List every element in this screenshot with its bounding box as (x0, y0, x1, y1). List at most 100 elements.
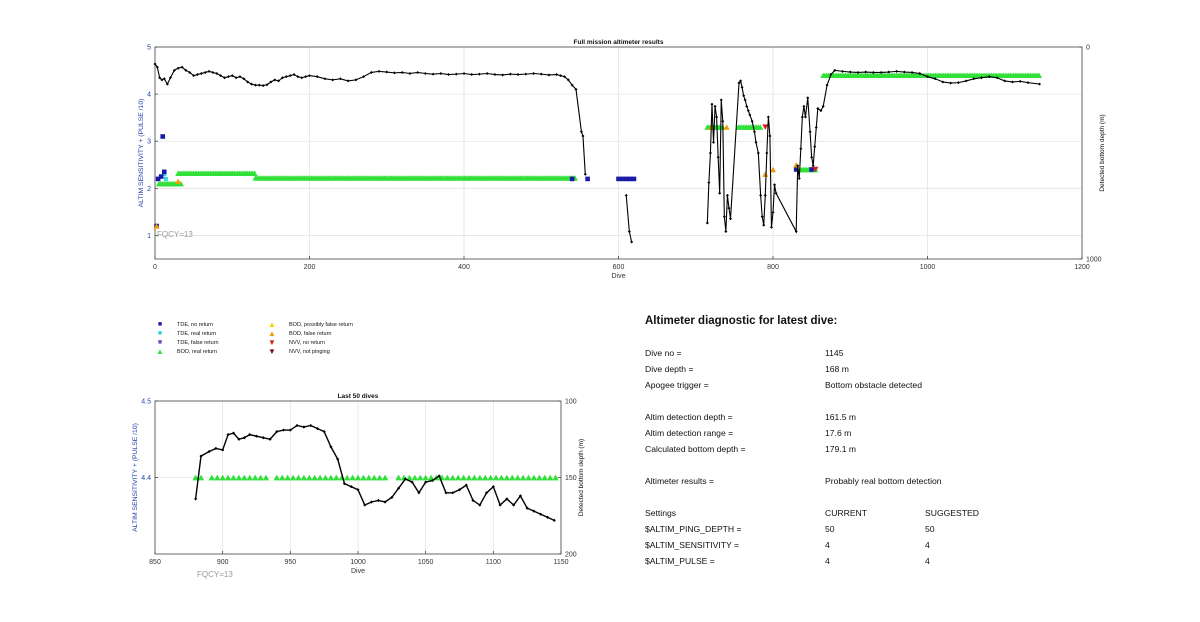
depth-point (199, 454, 203, 458)
marker-bod-real-return (476, 474, 484, 481)
marker-nvv-no-return (762, 124, 769, 130)
depth-point (729, 217, 733, 221)
depth-point (257, 83, 261, 87)
diag-label: Altim detection range = (645, 428, 734, 438)
depth-point (397, 486, 401, 490)
marker-bod-real-return (192, 474, 199, 481)
marker-bod-real-return (251, 170, 258, 176)
fqcy-annotation: FQCY=13 (157, 230, 193, 239)
legend-label: NVV, no return (289, 340, 325, 346)
legend-label: TDE, real return (177, 331, 217, 337)
diag-label: Apogee trigger = (645, 380, 709, 390)
square-marker-icon: ■ (157, 339, 163, 346)
depth-point (508, 72, 512, 76)
y2-tick-label: 100 (565, 399, 577, 406)
legend-label: BOD, real return (177, 349, 218, 355)
marker-bod-real-return (546, 474, 554, 481)
x-tick-label: 200 (304, 264, 316, 271)
depth-point (724, 229, 728, 233)
depth-point (231, 431, 236, 435)
depth-point (195, 73, 199, 77)
depth-point (771, 210, 775, 214)
depth-point (848, 70, 852, 74)
marker-tde-no-return (793, 167, 799, 172)
depth-point (715, 115, 719, 119)
depth-point (253, 83, 257, 87)
depth-point (1003, 79, 1007, 83)
diag-value: 168 m (825, 364, 849, 374)
depth-point (1038, 82, 1042, 86)
depth-point (400, 70, 404, 74)
last-50-dives-chart: 850 900 950 1000 1050 1100 1150 4.4 4.5 100 150 200… (132, 393, 585, 579)
depth-point (980, 76, 984, 80)
depth-point (336, 457, 340, 461)
depth-point (322, 430, 326, 434)
depth-point (719, 98, 723, 102)
depth-point (281, 428, 286, 432)
depth-point (302, 425, 306, 429)
depth-point (470, 73, 474, 77)
marker-bod-real-return (224, 474, 232, 481)
depth-point (304, 75, 308, 79)
marker-tde-no-return (623, 176, 629, 182)
x-tick-label: 1000 (920, 264, 936, 271)
depth-point (199, 72, 203, 75)
depth-point (524, 72, 528, 76)
depth-point (856, 70, 860, 74)
depth-point (215, 72, 219, 75)
depth-point (750, 119, 754, 123)
marker-bod-real-return (376, 474, 383, 481)
depth-point (424, 480, 428, 484)
marker-bod-real-return (422, 474, 429, 481)
depth-point (740, 85, 744, 89)
depth-point (816, 106, 820, 110)
diag-value: 161.5 m (825, 412, 857, 422)
marker-bod-real-return (316, 474, 324, 481)
depth-point (926, 75, 929, 79)
marker-bod-false-return (770, 166, 776, 173)
legend-label: NVV, not pinging (289, 349, 330, 355)
x-tick-label: 900 (217, 559, 229, 566)
marker-bod-real-return (454, 474, 462, 481)
marker-bod-real-return (360, 474, 367, 481)
depth-point (705, 221, 709, 225)
marker-bod-real-return (481, 474, 489, 481)
x-tick-label: 1000 (350, 559, 366, 566)
marker-bod-real-return (241, 474, 248, 481)
depth-point (296, 75, 300, 79)
depth-point (766, 115, 770, 119)
depth-point (254, 434, 259, 438)
depth-point (172, 68, 176, 72)
depth-point (430, 478, 435, 483)
marker-bod-false-return (175, 178, 182, 184)
depth-point (829, 73, 833, 77)
depth-point (250, 82, 254, 86)
depth-line (154, 63, 586, 175)
setting-label: $ALTIM_SENSITIVITY = (645, 540, 740, 550)
triangle-down-marker-icon: ▼ (268, 347, 276, 356)
depth-point (383, 500, 387, 504)
x-tick-label: 1200 (1074, 264, 1090, 271)
marker-bod-real-return (219, 474, 226, 481)
marker-bod-real-return (541, 474, 549, 481)
legend-label: BOD, false return (289, 331, 332, 337)
depth-point (746, 109, 750, 113)
diag-label: Altim detection depth = (645, 412, 733, 422)
marker-bod-real-return (519, 474, 527, 481)
depth-point (525, 506, 529, 510)
legend-label: BOD, possibly false return (289, 322, 353, 328)
x-tick-label: 800 (767, 264, 779, 271)
depth-point (879, 70, 883, 74)
depth-point (392, 71, 396, 75)
depth-point (713, 104, 717, 108)
depth-point (552, 518, 556, 522)
marker-bod-real-return (503, 474, 511, 481)
settings-suggested-header: SUGGESTED (925, 508, 979, 518)
depth-point (501, 73, 505, 77)
depth-point (292, 73, 296, 77)
depth-point (390, 495, 394, 499)
depth-point (539, 512, 543, 516)
depth-point (737, 81, 741, 85)
setting-suggested: 50 (925, 524, 935, 534)
depth-point (484, 491, 489, 495)
